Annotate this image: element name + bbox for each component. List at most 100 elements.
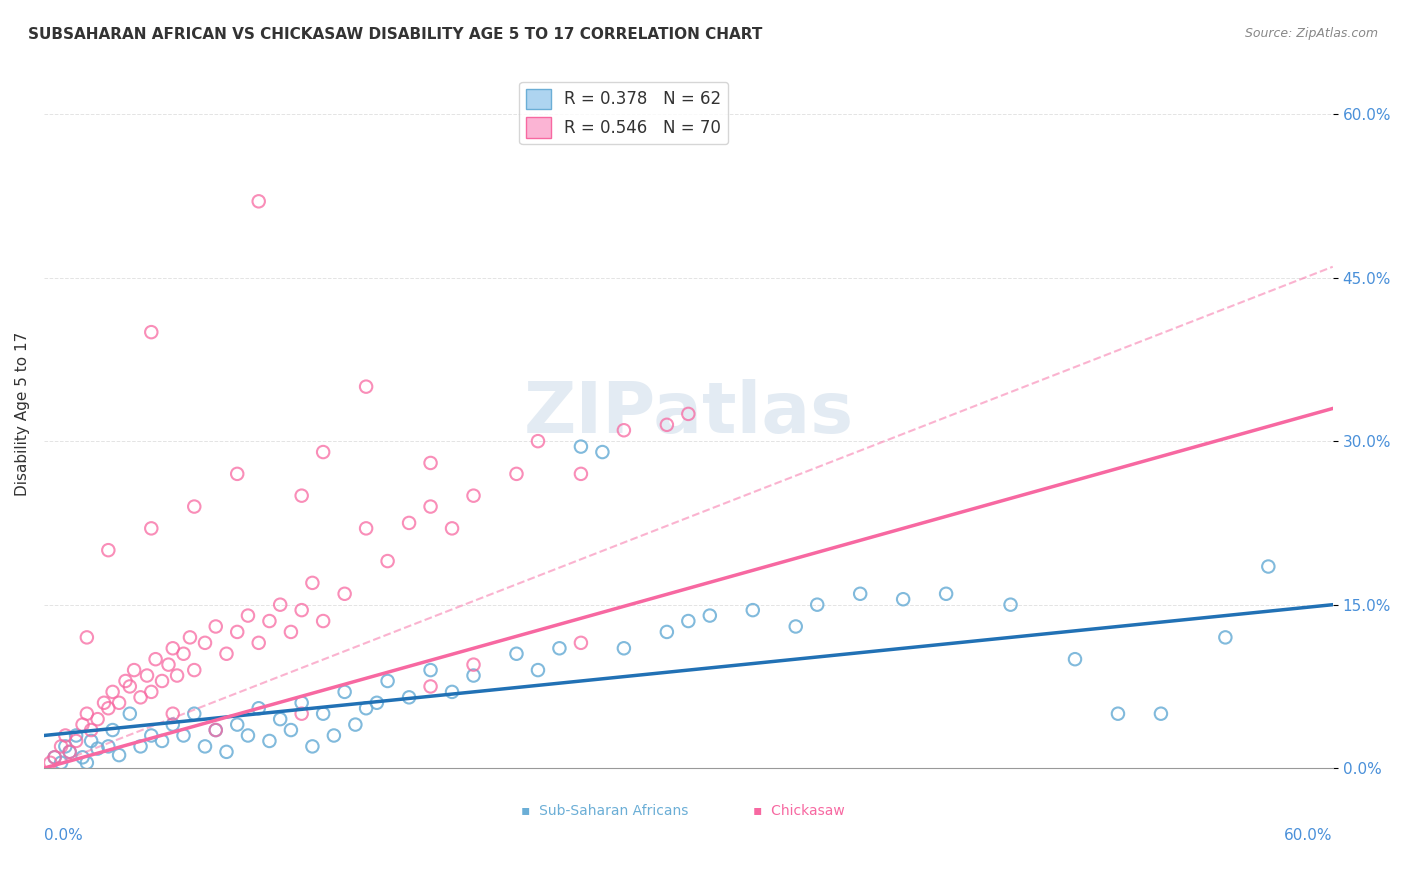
Point <box>215 647 238 661</box>
Point <box>226 624 249 639</box>
Point <box>935 587 957 601</box>
Point <box>463 668 485 682</box>
Point <box>247 701 270 715</box>
Point <box>419 500 441 514</box>
Point <box>141 521 163 535</box>
Point <box>136 668 159 682</box>
Point <box>97 739 120 754</box>
Point <box>333 685 356 699</box>
Point <box>122 663 145 677</box>
Point <box>613 641 636 656</box>
Point <box>301 575 323 590</box>
Point <box>194 739 217 754</box>
Point <box>118 706 141 721</box>
Point <box>269 598 291 612</box>
Point <box>226 717 249 731</box>
Text: SUBSAHARAN AFRICAN VS CHICKASAW DISABILITY AGE 5 TO 17 CORRELATION CHART: SUBSAHARAN AFRICAN VS CHICKASAW DISABILI… <box>28 27 762 42</box>
Point <box>301 739 323 754</box>
Point <box>1257 559 1279 574</box>
Point <box>333 587 356 601</box>
Point <box>76 756 98 770</box>
Point <box>173 729 195 743</box>
Point <box>419 680 441 694</box>
Point <box>114 673 136 688</box>
Point <box>655 417 678 432</box>
Point <box>118 680 141 694</box>
Point <box>162 706 184 721</box>
Point <box>377 673 399 688</box>
Point <box>129 739 152 754</box>
Point <box>166 668 188 682</box>
Point <box>269 712 291 726</box>
Point <box>59 745 82 759</box>
Point <box>312 445 335 459</box>
Point <box>1064 652 1087 666</box>
Point <box>463 489 485 503</box>
Point <box>441 685 464 699</box>
Point <box>141 729 163 743</box>
Point <box>65 734 87 748</box>
Point <box>129 690 152 705</box>
Point <box>291 489 314 503</box>
Point <box>76 631 98 645</box>
Point <box>849 587 872 601</box>
Point <box>215 745 238 759</box>
Point <box>806 598 828 612</box>
Point <box>65 729 87 743</box>
Point <box>505 647 527 661</box>
Point <box>183 663 205 677</box>
Point <box>259 734 281 748</box>
Point <box>1000 598 1022 612</box>
Point <box>247 636 270 650</box>
Point <box>678 614 700 628</box>
Point <box>398 516 420 530</box>
Point <box>322 729 344 743</box>
Point <box>678 407 700 421</box>
Point <box>49 756 72 770</box>
Point <box>53 739 76 754</box>
Point <box>291 706 314 721</box>
Point <box>1150 706 1173 721</box>
Text: ZIPatlas: ZIPatlas <box>523 379 853 449</box>
Point <box>259 614 281 628</box>
Point <box>291 603 314 617</box>
Point <box>204 723 226 737</box>
Point <box>785 619 807 633</box>
Point <box>280 723 302 737</box>
Point <box>655 624 678 639</box>
Point <box>72 750 94 764</box>
Point <box>354 379 377 393</box>
Point <box>39 756 62 770</box>
Point <box>162 717 184 731</box>
Text: ▪  Chickasaw: ▪ Chickasaw <box>752 804 845 818</box>
Point <box>569 636 592 650</box>
Point <box>141 685 163 699</box>
Point <box>527 434 550 449</box>
Text: Source: ZipAtlas.com: Source: ZipAtlas.com <box>1244 27 1378 40</box>
Point <box>150 734 173 748</box>
Point <box>72 717 94 731</box>
Point <box>44 750 66 764</box>
Point <box>398 690 420 705</box>
Point <box>1215 631 1237 645</box>
Point <box>247 194 270 209</box>
Text: 0.0%: 0.0% <box>44 828 83 843</box>
Point <box>108 696 131 710</box>
Point <box>891 592 914 607</box>
Point <box>312 614 335 628</box>
Point <box>162 641 184 656</box>
Point <box>463 657 485 672</box>
Point <box>236 729 259 743</box>
Point <box>613 423 636 437</box>
Point <box>183 706 205 721</box>
Point <box>419 456 441 470</box>
Point <box>179 631 201 645</box>
Point <box>741 603 763 617</box>
Text: ▪  Sub-Saharan Africans: ▪ Sub-Saharan Africans <box>520 804 688 818</box>
Point <box>291 696 314 710</box>
Point <box>59 745 82 759</box>
Legend: R = 0.378   N = 62, R = 0.546   N = 70: R = 0.378 N = 62, R = 0.546 N = 70 <box>519 82 728 145</box>
Point <box>194 636 217 650</box>
Point <box>173 647 195 661</box>
Point <box>80 734 103 748</box>
